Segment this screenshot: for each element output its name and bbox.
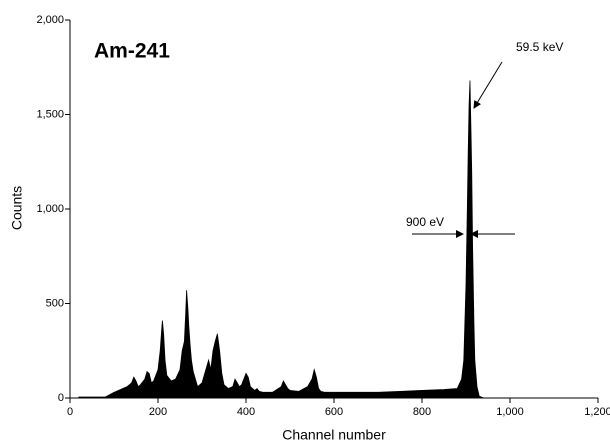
y-axis-label: Counts: [9, 186, 25, 230]
x-tick-label: 1,200: [584, 406, 610, 418]
y-tick-label: 0: [58, 392, 64, 404]
y-tick-label: 2,000: [36, 14, 64, 26]
x-tick-label: 400: [237, 406, 255, 418]
x-axis-label: Channel number: [282, 427, 386, 443]
x-tick-label: 600: [325, 406, 343, 418]
y-tick-label: 500: [46, 297, 64, 309]
chart-title: Am-241: [94, 40, 170, 63]
peak-arrow: [473, 61, 503, 109]
x-tick-label: 200: [149, 406, 167, 418]
spectrum-area: [78, 80, 598, 399]
y-tick-label: 1,500: [36, 108, 64, 120]
fwhm-annotation: 900 eV: [406, 215, 444, 229]
x-tick-label: 0: [67, 406, 73, 418]
x-tick-label: 800: [413, 406, 431, 418]
x-tick-label: 1,000: [496, 406, 524, 418]
y-tick-label: 1,000: [36, 203, 64, 215]
peak-annotation: 59.5 keV: [516, 40, 563, 54]
